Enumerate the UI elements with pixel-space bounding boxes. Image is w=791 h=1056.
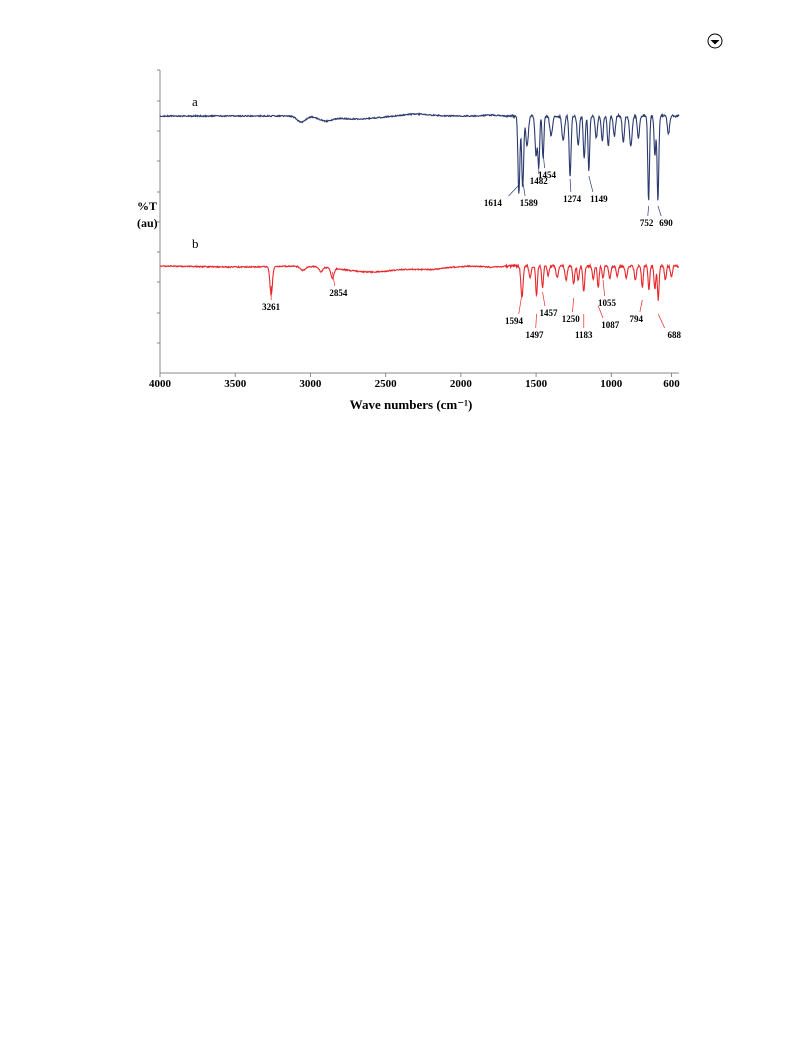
peak-leader-line — [332, 271, 336, 287]
x-axis-title: Wave numbers (cm⁻¹) — [350, 397, 473, 412]
x-axis-ticks: 4000 3500 3000 2500 2000 1500 1000 600 — [149, 373, 680, 390]
peak-leader-line — [602, 279, 605, 297]
peak-leader-line — [508, 184, 520, 197]
peak-leader-line — [597, 305, 604, 319]
peak-label: 1594 — [505, 316, 524, 326]
peak-label: 1250 — [562, 314, 581, 324]
peak-label: 1614 — [484, 198, 503, 208]
x-tick-label: 2000 — [450, 378, 473, 390]
x-tick-label: 1500 — [525, 378, 548, 390]
series-a-line — [159, 112, 680, 201]
peak-label: 1274 — [563, 194, 582, 204]
peak-label: 1183 — [575, 330, 593, 340]
peak-label: 1589 — [520, 198, 539, 208]
peak-label: 1087 — [601, 320, 620, 330]
peak-label: 1055 — [598, 298, 617, 308]
y-axis-label-line1: %T — [137, 199, 157, 213]
peak-label: 1497 — [526, 330, 545, 340]
x-tick-label: 2500 — [375, 378, 398, 390]
peak-leader-line — [569, 178, 572, 193]
chart-axes — [157, 69, 679, 374]
series-a-tag: a — [192, 94, 198, 109]
series-b-tag: b — [192, 236, 199, 251]
peak-leader-line — [542, 291, 546, 307]
x-tick-label: 4000 — [149, 378, 172, 390]
peak-label: 1454 — [538, 170, 557, 180]
peak-leader-line — [535, 313, 537, 329]
peak-label: 1482 — [530, 176, 549, 186]
peak-leader-line — [572, 297, 575, 313]
peak-leader-line — [657, 205, 662, 217]
peak-leader-line — [657, 313, 665, 329]
x-tick-label: 1000 — [600, 378, 623, 390]
peak-leader-line — [518, 293, 523, 315]
peak-leader-line — [542, 151, 545, 169]
ir-spectrum-chart: 4000 3500 3000 2500 2000 1500 1000 600 1614 1589… — [137, 69, 681, 412]
x-tick-label: 600 — [663, 378, 680, 390]
y-axis-label-line2: (au) — [137, 216, 158, 230]
x-tick-label: 3500 — [224, 378, 247, 390]
peak-leader-line — [647, 205, 649, 217]
series-b-line — [159, 262, 680, 301]
peak-label: 3261 — [262, 302, 281, 312]
peak-leader-line — [522, 180, 526, 197]
peak-label: 752 — [640, 218, 654, 228]
peak-label: 1457 — [540, 308, 559, 318]
peak-leader-line — [639, 299, 643, 313]
peak-label: 690 — [659, 218, 673, 228]
peak-label: 794 — [630, 314, 644, 324]
peak-label: 1149 — [590, 194, 608, 204]
spectrum-traces — [159, 112, 680, 301]
peak-label: 2854 — [329, 288, 348, 298]
peak-label: 688 — [667, 330, 681, 340]
x-tick-label: 3000 — [299, 378, 322, 390]
peak-leader-line — [588, 175, 594, 193]
circled-arrow-icon — [707, 33, 723, 49]
